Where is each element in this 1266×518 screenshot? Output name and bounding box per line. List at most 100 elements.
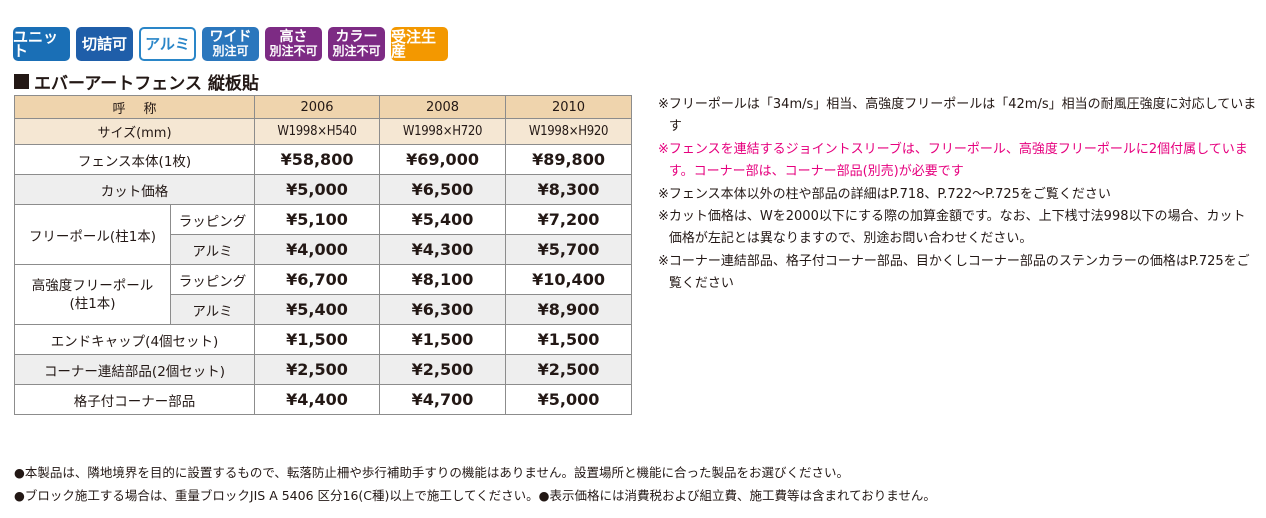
- note-mark: ※: [658, 209, 669, 225]
- note-mark: ※: [658, 97, 669, 112]
- table-header-row: 呼称 2006 2008 2010: [13, 95, 633, 119]
- row-label: 格子付コーナー部品: [13, 384, 256, 415]
- row-sublabel: アルミ: [169, 234, 256, 265]
- footer-line: ●ブロック施工する場合は、重量ブロックJIS A 5406 区分16(C種)以上…: [14, 488, 936, 503]
- note-text: フリーポールは「34m/s」相当、高強度フリーポールは「42m/s」相当の耐風圧…: [668, 97, 1257, 135]
- badge-color-line1: カラー: [335, 29, 378, 45]
- price-cell: ¥4,300: [379, 234, 507, 265]
- footer-line: ●本製品は、隣地境界を目的に設置するもので、転落防止柵や歩行補助手すりの機能はあ…: [14, 465, 850, 480]
- note-item: ※ フェンスを連結するジョイントスリーブは、フリーポール、高強度フリーポールに2個…: [658, 139, 1258, 184]
- header-col: 2008: [379, 95, 507, 119]
- price-cell: ¥10,400: [505, 264, 633, 295]
- table-row: フェンス本体(1枚) ¥58,800 ¥69,000 ¥89,800: [13, 144, 633, 175]
- row-label: エンドキャップ(4個セット): [13, 324, 256, 355]
- header-col: 2010: [505, 95, 633, 119]
- table-row: コーナー連結部品(2個セット) ¥2,500 ¥2,500 ¥2,500: [13, 354, 633, 385]
- price-cell: ¥5,400: [379, 204, 507, 235]
- price-cell: ¥8,100: [379, 264, 507, 295]
- note-text: フェンスを連結するジョイントスリーブは、フリーポール、高強度フリーポールに2個付…: [668, 141, 1248, 180]
- note-mark: ※: [658, 141, 669, 157]
- badge-made-to-order-label: 受注生産: [391, 28, 437, 60]
- row-group-label-line2: (柱1本): [69, 295, 116, 312]
- badge-height-no-custom: 高さ 別注不可: [265, 27, 322, 61]
- note-item: ※ カット価格は、Wを2000以下にする際の加算金額です。なお、上下桟寸法998以…: [658, 206, 1258, 251]
- row-group-label: 高強度フリーポール (柱1本): [14, 264, 171, 325]
- badge-made-to-order: 受注生産: [391, 27, 448, 61]
- badge-aluminum: アルミ: [139, 27, 196, 61]
- note-text: フェンス本体以外の柱や部品の詳細はP.718、P.722〜P.725をご覧くださ…: [668, 186, 1111, 202]
- badge-cuttable-label: 切詰可: [81, 35, 127, 53]
- price-cell: ¥5,700: [505, 234, 633, 265]
- price-cell: ¥4,000: [254, 234, 381, 265]
- row-sublabel: ラッピング: [169, 264, 256, 295]
- price-cell: ¥8,900: [505, 294, 633, 325]
- header-name: 呼称: [13, 95, 256, 119]
- price-cell: ¥2,500: [254, 354, 381, 385]
- badge-cuttable: 切詰可: [76, 27, 133, 61]
- price-cell: ¥89,800: [505, 144, 633, 175]
- price-cell: ¥5,000: [254, 174, 381, 205]
- price-cell: ¥5,000: [505, 384, 633, 415]
- badge-unit: ユニット: [13, 27, 70, 61]
- size-row: サイズ(mm) W1998×H540 W1998×H720 W1998×H920: [13, 118, 633, 145]
- price-cell: ¥4,400: [254, 384, 381, 415]
- price-cell: ¥8,300: [505, 174, 633, 205]
- table-row: アルミ ¥4,000 ¥4,300 ¥5,700: [15, 234, 633, 265]
- notes-list: ※ フリーポールは「34m/s」相当、高強度フリーポールは「42m/s」相当の耐風…: [658, 94, 1258, 296]
- price-cell: ¥5,400: [254, 294, 381, 325]
- price-cell: ¥1,500: [505, 324, 633, 355]
- table-row: エンドキャップ(4個セット) ¥1,500 ¥1,500 ¥1,500: [13, 324, 633, 355]
- price-cell: ¥6,300: [379, 294, 507, 325]
- table-row: アルミ ¥5,400 ¥6,300 ¥8,900: [15, 294, 633, 325]
- size-value: W1998×H920: [505, 118, 633, 145]
- row-label: フェンス本体(1枚): [13, 144, 256, 175]
- section-title: エバーアートフェンス 縦板貼: [14, 69, 259, 94]
- badge-wide-custom-line1: ワイド: [209, 29, 252, 45]
- note-item: ※ コーナー連結部品、格子付コーナー部品、目かくしコーナー部品のステンカラーの価格…: [658, 251, 1258, 296]
- note-mark: ※: [658, 186, 669, 202]
- table-row: 高強度フリーポール (柱1本) ラッピング ¥6,700 ¥8,100 ¥10,…: [14, 264, 633, 325]
- row-label: コーナー連結部品(2個セット): [13, 354, 256, 385]
- row-sublabel: アルミ: [169, 294, 256, 325]
- footer-notes: ●本製品は、隣地境界を目的に設置するもので、転落防止柵や歩行補助手すりの機能はあ…: [14, 461, 936, 507]
- note-mark: ※: [658, 253, 669, 269]
- badge-color-line2: 別注不可: [332, 44, 381, 58]
- row-group-label: フリーポール(柱1本): [14, 204, 171, 265]
- note-text: カット価格は、Wを2000以下にする際の加算金額です。なお、上下桟寸法998以下…: [668, 209, 1246, 247]
- row-sublabel: ラッピング: [169, 204, 256, 235]
- badge-wide-custom: ワイド 別注可: [202, 27, 259, 61]
- feature-badges: ユニット 切詰可 アルミ ワイド 別注可 高さ 別注不可 カラー 別注不可 受注生産: [13, 27, 448, 61]
- price-cell: ¥6,500: [379, 174, 507, 205]
- badge-aluminum-label: アルミ: [145, 35, 190, 53]
- badge-height-line1: 高さ: [279, 29, 308, 45]
- price-cell: ¥1,500: [254, 324, 381, 355]
- badge-color-no-custom: カラー 別注不可: [328, 27, 385, 61]
- badge-unit-label: ユニット: [13, 28, 59, 60]
- price-cell: ¥4,700: [379, 384, 507, 415]
- price-table: 呼称 2006 2008 2010 サイズ(mm) W1998×H540 W19…: [13, 95, 633, 415]
- price-cell: ¥2,500: [379, 354, 507, 385]
- price-cell: ¥6,700: [254, 264, 381, 295]
- row-group-label-line1: 高強度フリーポール: [31, 277, 154, 294]
- price-cell: ¥58,800: [254, 144, 381, 175]
- note-item: ※ フリーポールは「34m/s」相当、高強度フリーポールは「42m/s」相当の耐風…: [658, 94, 1258, 139]
- table-row: フリーポール(柱1本) ラッピング ¥5,100 ¥5,400 ¥7,200: [14, 204, 633, 265]
- table-row: 格子付コーナー部品 ¥4,400 ¥4,700 ¥5,000: [13, 384, 633, 415]
- title-square-icon: [14, 74, 29, 89]
- price-cell: ¥69,000: [379, 144, 507, 175]
- table-row: カット価格 ¥5,000 ¥6,500 ¥8,300: [13, 174, 633, 205]
- size-label: サイズ(mm): [13, 118, 256, 145]
- badge-height-line2: 別注不可: [269, 44, 318, 58]
- size-value: W1998×H540: [254, 118, 381, 145]
- section-title-text: エバーアートフェンス 縦板貼: [34, 74, 259, 94]
- note-text: コーナー連結部品、格子付コーナー部品、目かくしコーナー部品のステンカラーの価格は…: [668, 253, 1250, 292]
- note-item: ※ フェンス本体以外の柱や部品の詳細はP.718、P.722〜P.725をご覧くだ…: [658, 184, 1258, 206]
- price-cell: ¥5,100: [254, 204, 381, 235]
- badge-wide-custom-line2: 別注可: [212, 44, 249, 58]
- header-col: 2006: [254, 95, 381, 119]
- row-label: カット価格: [13, 174, 256, 205]
- price-cell: ¥2,500: [505, 354, 633, 385]
- price-cell: ¥1,500: [379, 324, 507, 355]
- price-cell: ¥7,200: [505, 204, 633, 235]
- size-value: W1998×H720: [379, 118, 507, 145]
